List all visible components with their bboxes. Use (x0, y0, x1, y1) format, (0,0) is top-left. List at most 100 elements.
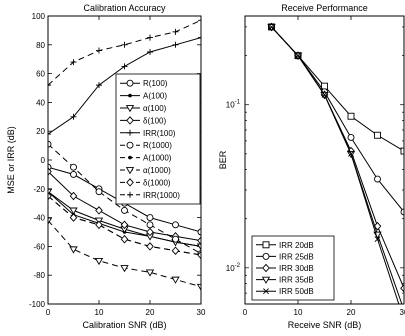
legend-marker (262, 252, 270, 260)
data-point-delta-1000 (120, 234, 129, 244)
legend-label: IRR 35dB (279, 276, 314, 285)
legend-label: α(1000) (143, 166, 171, 175)
x-tick-label: 30 (197, 308, 206, 317)
data-point-delta-100 (69, 191, 78, 201)
legend-entry-alpha-100: α(100) (120, 104, 167, 113)
x-tick-label: 10 (294, 308, 303, 317)
left-plot-frame (47, 15, 202, 305)
data-point-delta-1000 (197, 250, 201, 260)
legend-entry-r-100: R(100) (120, 79, 168, 88)
series-line-irr-50db (271, 26, 400, 304)
legend-marker (126, 79, 134, 87)
legend-label: δ(100) (143, 116, 166, 125)
legend-marker (261, 276, 271, 284)
data-point-delta-100 (48, 167, 52, 176)
data-point-alpha-1000 (120, 265, 129, 273)
legend-marker (126, 116, 134, 125)
data-point-irr-20db (347, 112, 355, 120)
series-line-irr-25db (271, 26, 404, 213)
data-point-irr-1000 (198, 17, 201, 24)
x-tick-label: 0 (243, 308, 248, 317)
right-plot-frame (244, 15, 405, 305)
series-r-1000 (48, 140, 201, 258)
data-point-irr-1000 (96, 47, 102, 54)
data-point-irr-100 (48, 131, 51, 138)
data-point-r-1000 (121, 206, 128, 214)
right-chart-title: Receive Performance (281, 3, 368, 13)
legend-label: IRR 50dB (279, 287, 314, 296)
series-irr-25db (268, 23, 404, 216)
right-legend: IRR 20dB IRR 25dB IRR 30dB IRR 35dB IRR 50dB (251, 235, 335, 301)
y-tick-label: -40 (33, 214, 45, 223)
legend-entry-irr-1000: IRR(1000) (120, 191, 180, 200)
y-tick-label: 0 (41, 156, 46, 165)
legend-entry-irr-25db: IRR 25dB (256, 252, 314, 261)
y-tick-label: -60 (33, 242, 45, 251)
data-point-delta-1000 (69, 213, 78, 222)
right-y-axis-label: BER (218, 150, 228, 169)
data-point-r-1000 (172, 235, 179, 243)
left-y-axis-label: MSE or IRR (dB) (6, 126, 16, 194)
data-point-delta-1000 (95, 220, 103, 230)
data-point-r-100 (197, 228, 201, 236)
data-point-alpha-100 (196, 243, 201, 251)
data-point-irr-50db (348, 150, 354, 157)
data-point-delta-100 (146, 227, 154, 237)
data-point-delta-100 (95, 206, 103, 215)
legend-entry-delta-1000: δ(1000) (120, 178, 171, 187)
y-tick-base: 10 (226, 101, 235, 110)
legend-label: α(100) (143, 104, 167, 113)
series-irr-50db (268, 24, 405, 322)
legend-marker (262, 263, 270, 273)
data-point-irr-30db (400, 283, 404, 293)
data-point-irr-1000 (172, 28, 179, 35)
data-point-alpha-1000 (171, 276, 180, 284)
x-tick-label: 10 (95, 308, 104, 317)
data-point-delta-1000 (48, 191, 52, 201)
y-tick-label: 60 (36, 70, 45, 79)
data-point-irr-20db (400, 147, 404, 155)
legend-entry-irr-20db: IRR 20dB (256, 241, 314, 250)
y-tick-label: -20 (33, 185, 45, 194)
legend-marker (125, 167, 135, 175)
legend-marker (127, 191, 133, 198)
legend-marker (128, 93, 132, 98)
legend-entry-alpha-1000: α(1000) (120, 166, 171, 175)
data-point-alpha-1000 (69, 246, 78, 254)
calibration-accuracy-chart: Calibration Accuracy Calibration SNR (dB… (6, 3, 206, 330)
legend-marker (125, 105, 135, 113)
data-point-irr-1000 (70, 59, 77, 66)
legend-label: R(1000) (143, 141, 172, 150)
data-point-irr-25db (374, 175, 381, 183)
data-point-r-1000 (48, 140, 52, 148)
legend-entry-irr-50db: IRR 50dB (256, 287, 314, 296)
data-point-delta-1000 (146, 242, 154, 251)
data-point-irr-50db (401, 317, 405, 322)
legend-marker (127, 129, 133, 136)
y-tick-label: -100 (29, 300, 46, 309)
y-tick-label: -80 (33, 271, 45, 280)
data-point-irr-100 (70, 113, 77, 120)
data-point-irr-50db (268, 24, 275, 30)
data-point-irr-1000 (147, 34, 153, 41)
data-point-r-100 (146, 214, 154, 222)
data-point-r-100 (70, 170, 77, 178)
right-x-axis-label: Receive SNR (dB) (288, 320, 362, 330)
series-line-irr-20db (271, 26, 404, 152)
data-point-delta-100 (197, 236, 201, 245)
y-tick-label: 80 (36, 41, 45, 50)
legend-entry-irr-100: IRR(100) (120, 129, 176, 138)
y-tick-exponent: -2 (235, 263, 241, 269)
data-point-irr-20db (374, 131, 381, 139)
right-series-group (267, 22, 405, 322)
legend-entry-a-1000: A(1000) (120, 154, 172, 163)
data-point-r-1000 (70, 163, 77, 171)
data-point-alpha-1000 (48, 217, 53, 225)
data-point-irr-100 (96, 82, 102, 89)
x-tick-label: 30 (400, 308, 405, 317)
receive-performance-chart: Receive Performance Receive SNR (dB) BER… (218, 3, 405, 330)
data-point-alpha-1000 (145, 269, 155, 277)
legend-label: A(100) (143, 92, 167, 101)
legend-label: A(1000) (143, 154, 172, 163)
